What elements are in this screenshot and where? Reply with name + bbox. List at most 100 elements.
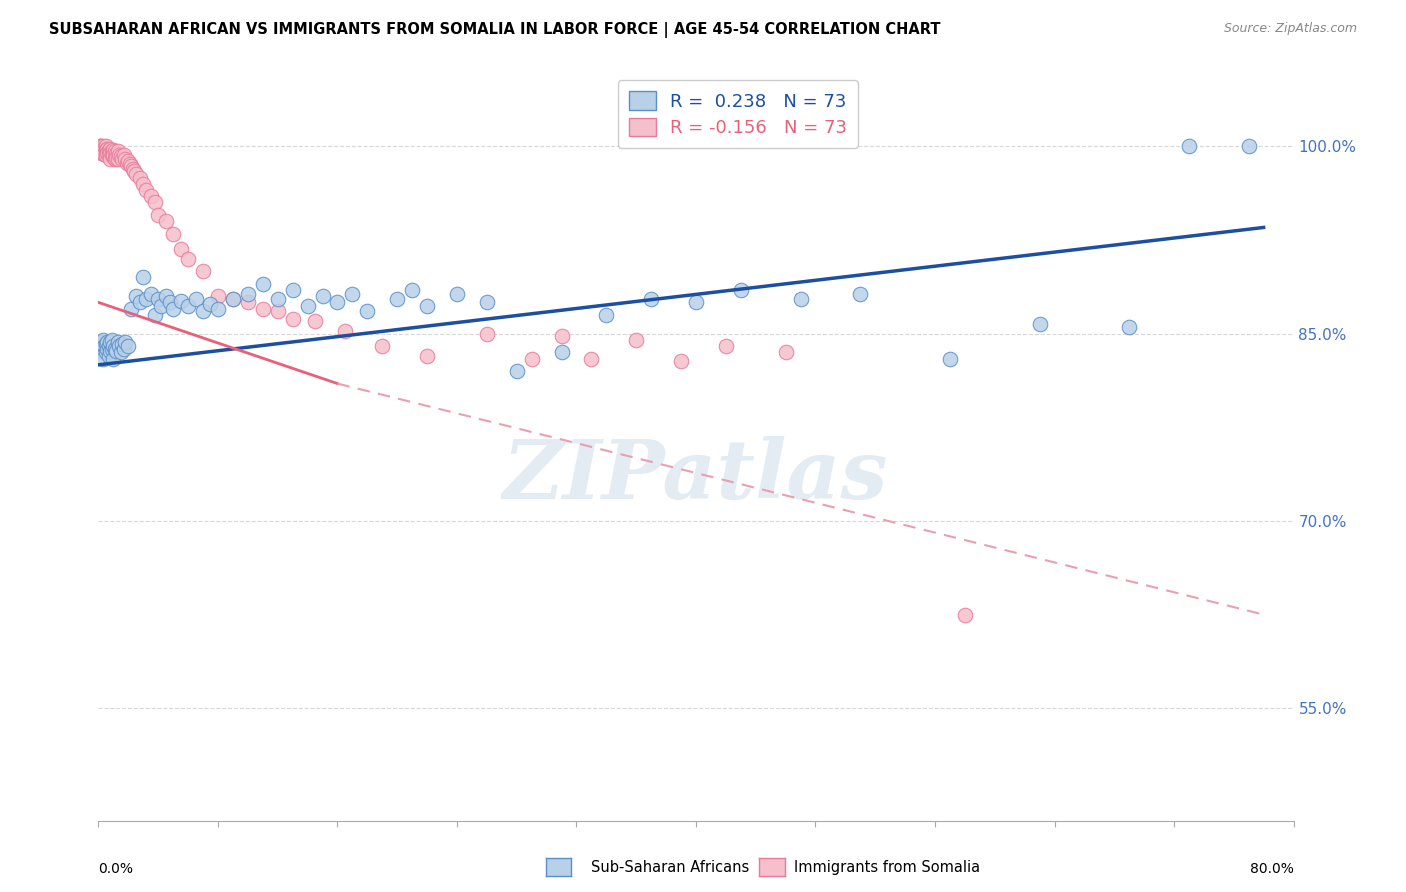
Point [135, 183, 157, 197]
Point [155, 289, 177, 303]
Point [94, 148, 117, 162]
Point [105, 151, 128, 165]
Point [103, 351, 125, 366]
Point [96, 145, 118, 160]
Point [626, 333, 648, 347]
Text: SUBSAHARAN AFRICAN VS IMMIGRANTS FROM SOMALIA IN LABOR FORCE | AGE 45-54 CORRELA: SUBSAHARAN AFRICAN VS IMMIGRANTS FROM SO… [49, 22, 941, 38]
Point [93, 143, 115, 157]
Point [789, 292, 811, 306]
Point [177, 299, 200, 313]
Point [135, 292, 157, 306]
Point [222, 292, 245, 306]
Point [267, 304, 290, 318]
Point [252, 277, 274, 291]
Point [416, 299, 439, 313]
Point [97, 349, 120, 363]
Point [117, 339, 139, 353]
Point [91, 351, 114, 366]
Text: ZIPatlas: ZIPatlas [503, 436, 889, 516]
Point [714, 339, 737, 353]
Point [98, 344, 122, 359]
Point [595, 308, 617, 322]
Point [550, 329, 572, 343]
Point [101, 148, 124, 162]
Point [730, 283, 752, 297]
Point [107, 335, 129, 350]
Point [775, 345, 797, 359]
Point [90, 335, 112, 350]
Point [281, 283, 304, 297]
Point [124, 164, 146, 178]
Point [97, 339, 120, 353]
Point [94, 336, 117, 351]
Point [669, 354, 692, 368]
Point [114, 335, 136, 350]
Point [90, 344, 112, 359]
Point [98, 142, 122, 156]
Text: 80.0%: 80.0% [1250, 862, 1294, 876]
Point [1237, 139, 1260, 153]
Point [107, 152, 129, 166]
Point [104, 152, 127, 166]
Point [342, 286, 364, 301]
Point [91, 333, 114, 347]
Point [89, 142, 111, 156]
Point [162, 301, 184, 316]
Point [129, 295, 152, 310]
Point [191, 264, 214, 278]
Point [685, 295, 707, 310]
Point [281, 311, 304, 326]
Point [849, 286, 872, 301]
Point [111, 336, 134, 351]
Point [520, 351, 543, 366]
Point [550, 345, 572, 359]
Point [90, 142, 112, 156]
Point [91, 145, 114, 160]
Point [148, 292, 170, 306]
Point [89, 139, 111, 153]
Point [105, 146, 128, 161]
Point [1178, 139, 1201, 153]
Point [103, 148, 125, 162]
Point [104, 145, 127, 159]
Point [222, 292, 245, 306]
Point [108, 339, 131, 353]
Point [101, 333, 124, 347]
Point [236, 286, 259, 301]
Point [117, 154, 139, 169]
Point [97, 148, 120, 162]
Point [94, 139, 117, 153]
Point [112, 342, 135, 356]
Point [111, 152, 134, 166]
Point [311, 289, 333, 303]
Text: Immigrants from Somalia: Immigrants from Somalia [794, 860, 980, 874]
Text: 0.0%: 0.0% [98, 862, 134, 876]
Point [125, 289, 148, 303]
Point [89, 342, 111, 356]
Point [125, 167, 148, 181]
Point [506, 364, 529, 378]
Point [297, 299, 319, 313]
Point [103, 339, 125, 353]
Point [169, 294, 191, 309]
Point [90, 139, 112, 153]
Point [114, 152, 136, 166]
Point [91, 139, 114, 153]
Point [110, 345, 132, 359]
Point [101, 342, 124, 356]
Point [105, 344, 128, 359]
Point [143, 308, 166, 322]
Point [236, 295, 259, 310]
Point [356, 304, 378, 318]
Point [1028, 317, 1050, 331]
Point [162, 227, 184, 241]
Point [184, 292, 207, 306]
Point [115, 155, 138, 169]
Point [416, 349, 439, 363]
Point [401, 283, 423, 297]
Point [103, 143, 125, 157]
Point [96, 342, 118, 356]
Point [101, 145, 124, 159]
Point [581, 351, 603, 366]
Point [143, 195, 166, 210]
